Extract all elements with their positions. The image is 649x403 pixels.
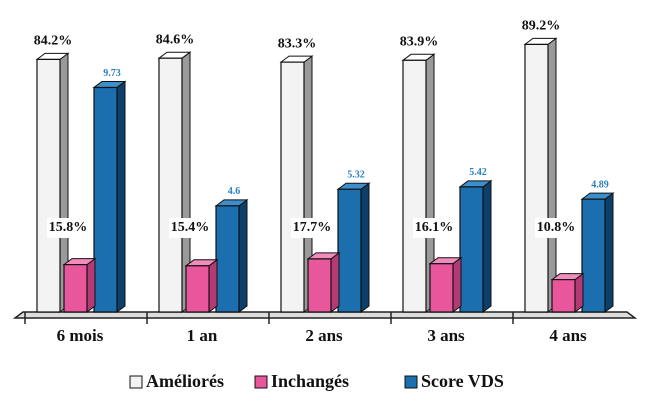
bar <box>429 263 454 313</box>
floor <box>12 311 638 319</box>
legend-swatch <box>404 375 418 389</box>
x-tick-label: 6 mois <box>57 326 104 345</box>
value-label: 4.6 <box>228 186 241 197</box>
bar <box>36 58 61 313</box>
bar <box>581 198 606 313</box>
label-box <box>47 218 89 238</box>
bar <box>459 186 484 313</box>
x-tick-label: 1 an <box>187 326 218 345</box>
bar-side <box>547 37 557 313</box>
value-label: 17.7% <box>293 220 332 235</box>
value-label: 84.2% <box>34 34 73 49</box>
bar-side <box>482 179 492 313</box>
bar <box>307 258 332 313</box>
value-label: 15.4% <box>171 220 210 235</box>
bar <box>215 205 240 313</box>
value-label: 83.9% <box>400 35 439 50</box>
value-label: 5.32 <box>347 170 365 181</box>
bar-side <box>360 182 370 313</box>
bar <box>524 43 549 313</box>
label-box <box>169 218 211 238</box>
bar-side <box>452 256 462 313</box>
value-label: 15.8% <box>49 220 88 235</box>
bar <box>63 264 88 313</box>
legend-label: Inchangés <box>271 371 349 391</box>
bar-side <box>208 258 218 313</box>
bar <box>93 86 118 313</box>
value-label: 10.8% <box>537 220 576 235</box>
bar-side <box>116 80 126 313</box>
legend-swatch <box>129 375 143 389</box>
bar <box>551 279 576 313</box>
value-label: 89.2% <box>522 19 561 34</box>
bar-side <box>86 257 96 313</box>
label-box <box>413 218 455 238</box>
legend-swatch <box>254 375 268 389</box>
value-label: 16.1% <box>415 220 454 235</box>
bar <box>158 57 183 313</box>
bar-side <box>238 198 248 313</box>
value-label: 5.42 <box>469 167 487 178</box>
x-tick-label: 4 ans <box>549 326 587 345</box>
value-label: 9.73 <box>103 68 121 79</box>
label-box <box>291 218 333 238</box>
value-label: 83.3% <box>278 36 317 51</box>
bar <box>185 265 210 313</box>
value-label: 84.6% <box>156 32 195 47</box>
bar-side <box>604 192 614 313</box>
bar-side <box>330 251 340 313</box>
bar <box>280 61 305 313</box>
bar-side <box>574 272 584 313</box>
x-tick-label: 3 ans <box>427 326 465 345</box>
value-label: 4.89 <box>591 179 609 190</box>
bar <box>337 188 362 313</box>
x-tick-label: 2 ans <box>305 326 343 345</box>
label-box <box>535 218 577 238</box>
legend-label: Améliorés <box>146 371 224 391</box>
legend-label: Score VDS <box>421 371 504 391</box>
bar <box>402 59 427 313</box>
